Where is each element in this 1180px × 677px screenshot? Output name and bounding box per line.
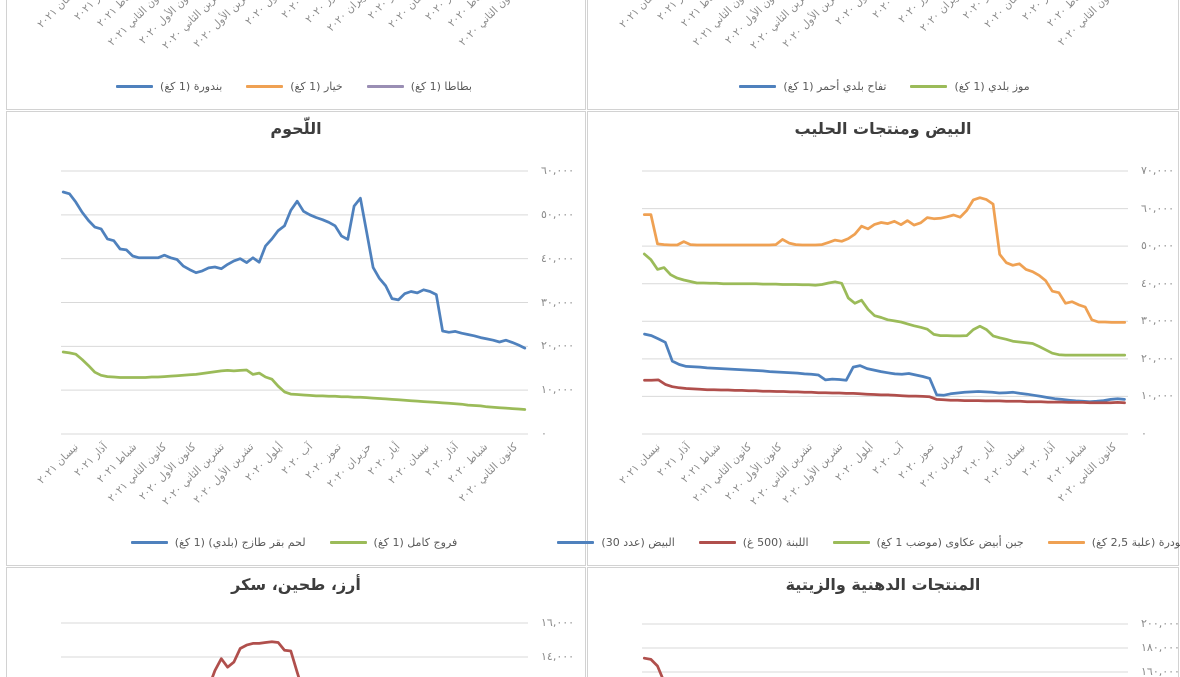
y-axis-label: ٦٠,٠٠٠ <box>541 164 575 177</box>
y-axis-label: ١٠,٠٠٠ <box>541 383 575 397</box>
legend-label: لحم بقر طازج (بلدي) (1 كغ) <box>174 536 306 549</box>
legend-item: فروج كامل (1 كغ) <box>329 536 458 549</box>
fats-oils-price-chart: المنتجات الدهنية والزيتية ٢٠٠,٠٠٠ ١٨٠,٠٠٠… <box>587 567 1180 677</box>
series-line-1 <box>61 350 527 411</box>
series-line-2 <box>643 332 1126 404</box>
series-line-0 <box>642 656 664 677</box>
chart-title: اللّحوم <box>270 119 322 138</box>
x-axis-label: نيسان ٢٠٢١ <box>35 441 82 487</box>
legend-label: البيض (عدد 30) <box>601 536 675 549</box>
legend-line-swatch <box>832 541 870 544</box>
x-axis-label: أيلول ٢٠٢٠ <box>833 0 876 28</box>
x-axis-label: حزيران ٢٠٢٠ <box>917 0 968 35</box>
legend-label: اللبنة (500 غ) <box>742 536 809 549</box>
chart-title: أرز، طحين، سكر <box>231 575 361 594</box>
legend-line-swatch <box>116 85 154 88</box>
rice-flour-sugar-price-chart: أرز، طحين، سكر ١٦,٠٠٠١٤,٠٠٠١٢,٠٠٠١٠,٠٠٠٨… <box>6 567 586 677</box>
legend-label: حليب بودرة (علبة 2,5 كغ) <box>1091 536 1180 549</box>
series-line-0 <box>211 640 301 677</box>
legend-item: حليب بودرة (علبة 2,5 كغ) <box>1047 536 1180 549</box>
legend-line-swatch <box>366 85 404 88</box>
legend-label: موز بلدي (1 كغ) <box>954 80 1030 93</box>
legend-item: خيار (1 كغ) <box>246 80 343 93</box>
legend-item: بندورة (1 كغ) <box>116 80 222 93</box>
legend-item: لحم بقر طازج (بلدي) (1 كغ) <box>130 536 306 549</box>
legend-line-swatch <box>698 541 736 544</box>
legend-line-swatch <box>1047 541 1085 544</box>
legend-label: بندورة (1 كغ) <box>160 80 223 93</box>
y-axis-label: ٥٠,٠٠٠ <box>1141 239 1175 253</box>
legend-line-swatch <box>130 541 168 544</box>
legend-label: خيار (1 كغ) <box>290 80 343 93</box>
y-axis-label: ١٤,٠٠٠ <box>541 650 575 663</box>
y-axis-label: ٥٠,٠٠٠ <box>541 207 575 221</box>
y-axis-label: ٣٠,٠٠٠ <box>541 295 575 309</box>
series-line-1 <box>642 252 1127 357</box>
plot-area <box>642 170 1128 435</box>
chart-title: المنتجات الدهنية والزيتية <box>785 575 981 594</box>
y-axis-label: ٠ <box>541 427 547 440</box>
legend-label: فروج كامل (1 كغ) <box>373 536 458 549</box>
legend-line-swatch <box>910 85 948 88</box>
chart-title: البيض ومنتجات الحليب <box>794 119 972 138</box>
y-axis-label: ٤٠,٠٠٠ <box>541 251 575 265</box>
x-axis-label: نيسان ٢٠٢١ <box>617 441 663 487</box>
meats-price-chart: اللّحوم ٦٠,٠٠٠ ٥٠,٠٠٠ ٤٠,٠٠٠ ٣٠,٠٠٠ ٢٠,٠٠٠ ١٠… <box>6 111 586 566</box>
chart-legend: البيض (عدد 30) اللبنة (500 غ) جبن أبيض عكا… <box>557 536 1180 549</box>
series-line-0 <box>61 190 527 350</box>
legend-line-swatch <box>246 85 284 88</box>
legend-item: البيض (عدد 30) <box>557 536 675 549</box>
legend-label: جبن أبيض عكاوى (موضب 1 كغ) <box>876 536 1024 549</box>
y-axis-label: ١٨٠,٠٠٠ <box>1141 641 1180 654</box>
eggs-dairy-price-chart: البيض ومنتجات الحليب ٧٠,٠٠٠ ٦٠,٠٠٠ ٥٠,٠٠٠ ٤… <box>557 111 1180 566</box>
legend-line-swatch <box>329 541 367 544</box>
y-axis-label: ٢٠,٠٠٠ <box>1141 351 1175 365</box>
y-axis-label: ٤٠,٠٠٠ <box>1141 276 1175 290</box>
chart-legend: لحم بقر طازج (بلدي) (1 كغ) فروج كامل (1 ك… <box>60 536 528 549</box>
legend-item: بطاطا (1 كغ) <box>366 80 472 93</box>
legend-item: اللبنة (500 غ) <box>698 536 809 549</box>
y-axis-label: ٦٠,٠٠٠ <box>1141 201 1175 215</box>
chart-legend: بندورة (1 كغ) خيار (1 كغ) بطاطا (1 كغ) <box>60 80 528 93</box>
y-axis-label: ١٠,٠٠٠ <box>1141 389 1175 403</box>
series-line-3 <box>643 378 1126 405</box>
legend-line-swatch <box>739 85 777 88</box>
x-axis-label: أيلول ٢٠٢٠ <box>243 0 286 28</box>
legend-line-swatch <box>557 541 595 544</box>
legend-item: موز بلدي (1 كغ) <box>910 80 1030 93</box>
chart-legend: تفاح بلدي أحمر (1 كغ) موز بلدي (1 كغ) <box>641 80 1128 93</box>
legend-label: تفاح بلدي أحمر (1 كغ) <box>783 80 887 93</box>
legend-item: تفاح بلدي أحمر (1 كغ) <box>739 80 886 93</box>
y-axis-label: ٧٠,٠٠٠ <box>1141 164 1175 177</box>
y-axis-label: ٣٠,٠٠٠ <box>1141 314 1175 328</box>
y-axis-label: ١٦,٠٠٠ <box>541 616 575 629</box>
legend-item: جبن أبيض عكاوى (موضب 1 كغ) <box>832 536 1024 549</box>
plot-area <box>61 170 528 435</box>
y-axis-label: ١٦٠,٠٠٠ <box>1141 665 1180 677</box>
y-axis-label: ٠ <box>1141 427 1147 440</box>
y-axis-label: ٢٠,٠٠٠ <box>541 339 575 353</box>
y-axis-label: ٢٠٠,٠٠٠ <box>1141 617 1180 630</box>
legend-label: بطاطا (1 كغ) <box>410 80 472 93</box>
plot-area <box>7 0 587 111</box>
series-line-0 <box>642 196 1127 324</box>
